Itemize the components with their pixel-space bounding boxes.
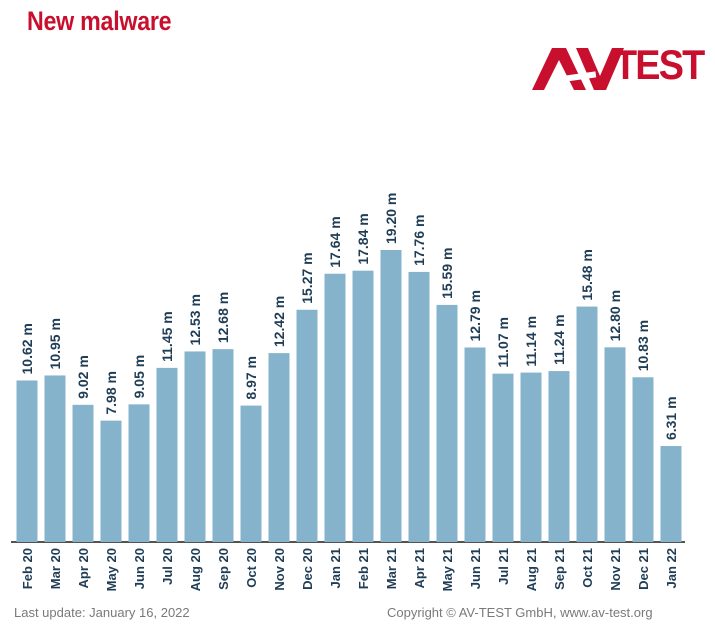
data-label: 12.42 m [271, 296, 287, 347]
data-label: 17.64 m [327, 216, 343, 267]
logo-text: TEST [614, 41, 705, 88]
x-tick-label: Oct 20 [244, 548, 259, 588]
bar-mar-21 [380, 250, 402, 542]
data-label: 19.20 m [383, 193, 399, 244]
data-label: 17.84 m [355, 213, 371, 264]
bar-aug-20 [184, 351, 206, 542]
data-label: 12.68 m [215, 292, 231, 343]
bar-aug-21 [520, 372, 542, 542]
data-label: 12.80 m [607, 290, 623, 341]
x-tick-label: Dec 21 [636, 548, 651, 590]
copyright-text: Copyright © AV-TEST GmbH, www.av-test.or… [387, 605, 653, 620]
bar-apr-20 [72, 404, 94, 542]
data-label: 9.02 m [75, 355, 91, 399]
x-tick-label: Jul 21 [496, 548, 511, 585]
x-tick-label: Mar 20 [48, 548, 63, 589]
data-label: 15.27 m [299, 252, 315, 303]
bar-sep-20 [212, 349, 234, 542]
data-label: 15.59 m [439, 248, 455, 299]
bar-jan-22 [660, 446, 682, 542]
x-tick-label: Nov 20 [272, 548, 287, 591]
data-label: 11.14 m [523, 316, 539, 367]
x-tick-label: Jan 22 [664, 548, 679, 588]
data-label: 7.98 m [103, 371, 119, 415]
x-tick-label: Aug 21 [524, 548, 539, 591]
data-label: 6.31 m [663, 396, 679, 440]
bar-jun-21 [464, 347, 486, 542]
data-label: 10.62 m [19, 323, 35, 374]
x-tick-label: Jul 20 [160, 548, 175, 585]
x-tick-label: Nov 21 [608, 548, 623, 591]
bar-oct-20 [240, 405, 262, 542]
x-tick-label: Sep 20 [216, 548, 231, 590]
x-tick-label: Jun 21 [468, 548, 483, 589]
bar-nov-20 [268, 353, 290, 542]
data-label: 8.97 m [243, 356, 259, 400]
last-update-text: Last update: January 16, 2022 [14, 605, 190, 620]
data-label: 10.83 m [635, 320, 651, 371]
bar-may-20 [100, 420, 122, 542]
bar-sep-21 [548, 371, 570, 542]
x-tick-label: Oct 21 [580, 548, 595, 588]
bar-jul-20 [156, 367, 178, 542]
x-tick-label: Aug 20 [188, 548, 203, 591]
data-label: 17.76 m [411, 215, 427, 266]
data-label: 11.07 m [495, 317, 511, 368]
x-tick-label: Feb 21 [356, 548, 371, 589]
bar-nov-21 [604, 347, 626, 542]
x-tick-label: Apr 20 [76, 548, 91, 588]
data-label: 12.53 m [187, 294, 203, 345]
data-label: 12.79 m [467, 290, 483, 341]
data-label: 9.05 m [131, 355, 147, 399]
chart-title: New malware [27, 6, 172, 36]
x-tick-label: Sep 21 [552, 548, 567, 590]
x-tick-label: May 20 [104, 548, 119, 591]
bar-apr-21 [408, 271, 430, 542]
bar-may-21 [436, 304, 458, 542]
x-tick-label: Jun 20 [132, 548, 147, 589]
data-label: 15.48 m [579, 249, 595, 300]
bar-jan-21 [324, 273, 346, 542]
x-tick-label: Feb 20 [20, 548, 35, 589]
bar-oct-21 [576, 306, 598, 542]
bar-feb-20 [16, 380, 38, 542]
data-label: 11.45 m [159, 311, 175, 362]
x-tick-label: May 21 [440, 548, 455, 591]
bar-feb-21 [352, 270, 374, 542]
bar-dec-20 [296, 309, 318, 542]
data-label: 10.95 m [47, 318, 63, 369]
x-tick-label: Jan 21 [328, 548, 343, 588]
bar-jun-20 [128, 404, 150, 542]
bar-mar-20 [44, 375, 66, 542]
x-tick-label: Mar 21 [384, 548, 399, 589]
av-test-logo [532, 48, 624, 90]
bar-chart: 10.62 m Feb 20 10.95 m Mar 20 9.02 m Apr 20 7.… [11, 193, 685, 591]
bar-jul-21 [492, 373, 514, 542]
bar-dec-21 [632, 377, 654, 542]
x-tick-label: Apr 21 [412, 548, 427, 588]
x-tick-label: Dec 20 [300, 548, 315, 590]
data-label: 11.24 m [551, 314, 567, 365]
